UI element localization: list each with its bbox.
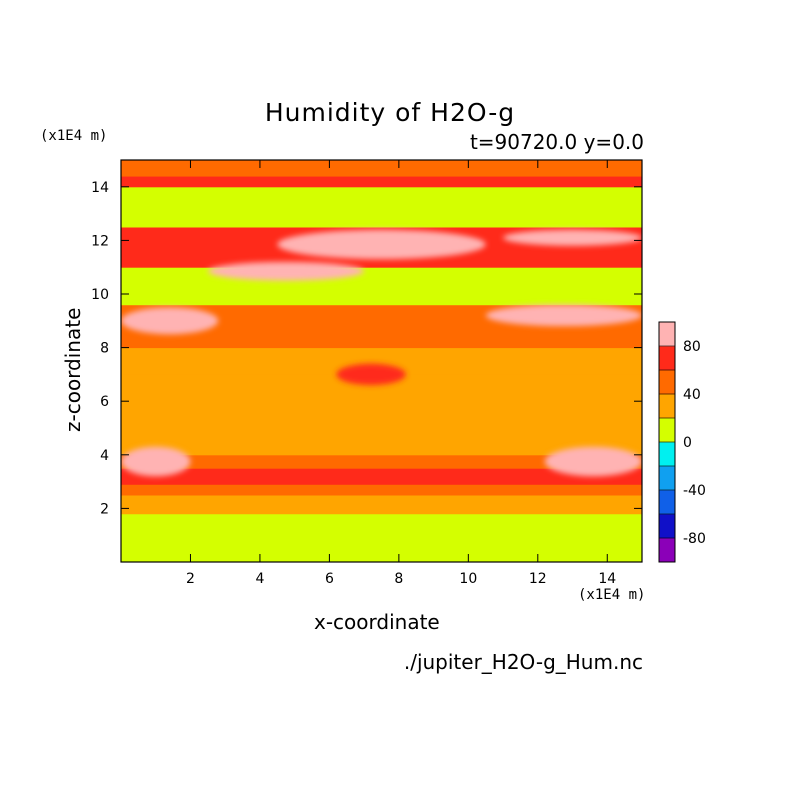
colorbar: 80 40 0 -40 -80 xyxy=(658,321,706,563)
plot-area xyxy=(121,160,642,562)
x-axis-label: x-coordinate xyxy=(314,610,440,634)
chart-title: Humidity of H2O-g xyxy=(264,98,516,127)
y-axis-unit: (x1E4 m) xyxy=(40,128,108,144)
contour-feature-6 xyxy=(277,229,486,260)
colorbar-label--40: -40 xyxy=(683,483,706,499)
contour-feature-3 xyxy=(121,307,219,335)
contour-band-9 xyxy=(121,267,642,306)
x-tick-label-2: 2 xyxy=(186,571,195,587)
contour-features xyxy=(121,229,642,477)
axes: 2 4 6 8 10 12 14 2 4 6 8 10 12 14 xyxy=(91,159,643,587)
y-tick-label-12: 12 xyxy=(91,233,109,249)
colorbar-segment-9 xyxy=(659,322,675,347)
colorbar-label--80: -80 xyxy=(683,531,706,547)
x-tick-label-8: 8 xyxy=(394,571,403,587)
contour-band-11 xyxy=(121,186,642,228)
contour-feature-7 xyxy=(503,229,642,246)
y-tick-label-2: 2 xyxy=(100,501,109,517)
contour-feature-1 xyxy=(544,446,642,477)
colorbar-segment-7 xyxy=(659,370,675,395)
contour-band-12 xyxy=(121,176,642,188)
contour-feature-2 xyxy=(336,363,406,386)
x-tick-label-12: 12 xyxy=(529,571,547,587)
y-tick-label-4: 4 xyxy=(100,448,109,464)
contour-feature-0 xyxy=(121,446,191,477)
contour-band-0 xyxy=(121,513,642,562)
colorbar-segment-6 xyxy=(659,394,675,419)
colorbar-segment-2 xyxy=(659,490,675,515)
x-axis-unit: (x1E4 m) xyxy=(578,587,646,603)
source-filename: ./jupiter_H2O-g_Hum.nc xyxy=(403,650,643,674)
x-tick-label-14: 14 xyxy=(598,571,616,587)
contour-band-13 xyxy=(121,160,642,177)
contour-feature-4 xyxy=(485,304,642,327)
y-tick-label-8: 8 xyxy=(100,341,109,357)
x-tick-label-4: 4 xyxy=(255,571,264,587)
colorbar-label-40: 40 xyxy=(683,387,701,403)
contour-band-2 xyxy=(121,484,642,496)
chart-subtitle: t=90720.0 y=0.0 xyxy=(469,130,644,154)
contour-band-4 xyxy=(121,454,642,469)
contour-band-5 xyxy=(121,401,642,456)
x-tick-label-6: 6 xyxy=(325,571,334,587)
y-tick-label-14: 14 xyxy=(91,180,109,196)
plot-frame xyxy=(120,159,643,563)
colorbar-segment-0 xyxy=(659,538,675,563)
colorbar-segment-5 xyxy=(659,418,675,443)
colorbar-label-80: 80 xyxy=(683,339,701,355)
contour-layer xyxy=(121,160,642,562)
y-tick-label-10: 10 xyxy=(91,287,109,303)
colorbar-label-0: 0 xyxy=(683,435,692,451)
colorbar-segment-4 xyxy=(659,442,675,467)
colorbar-segment-1 xyxy=(659,514,675,539)
colorbar-segment-8 xyxy=(659,346,675,371)
contour-band-3 xyxy=(121,468,642,485)
contour-band-1 xyxy=(121,495,642,515)
contour-feature-5 xyxy=(207,261,365,281)
y-tick-label-6: 6 xyxy=(100,394,109,410)
colorbar-segment-3 xyxy=(659,466,675,491)
x-tick-label-10: 10 xyxy=(459,571,477,587)
